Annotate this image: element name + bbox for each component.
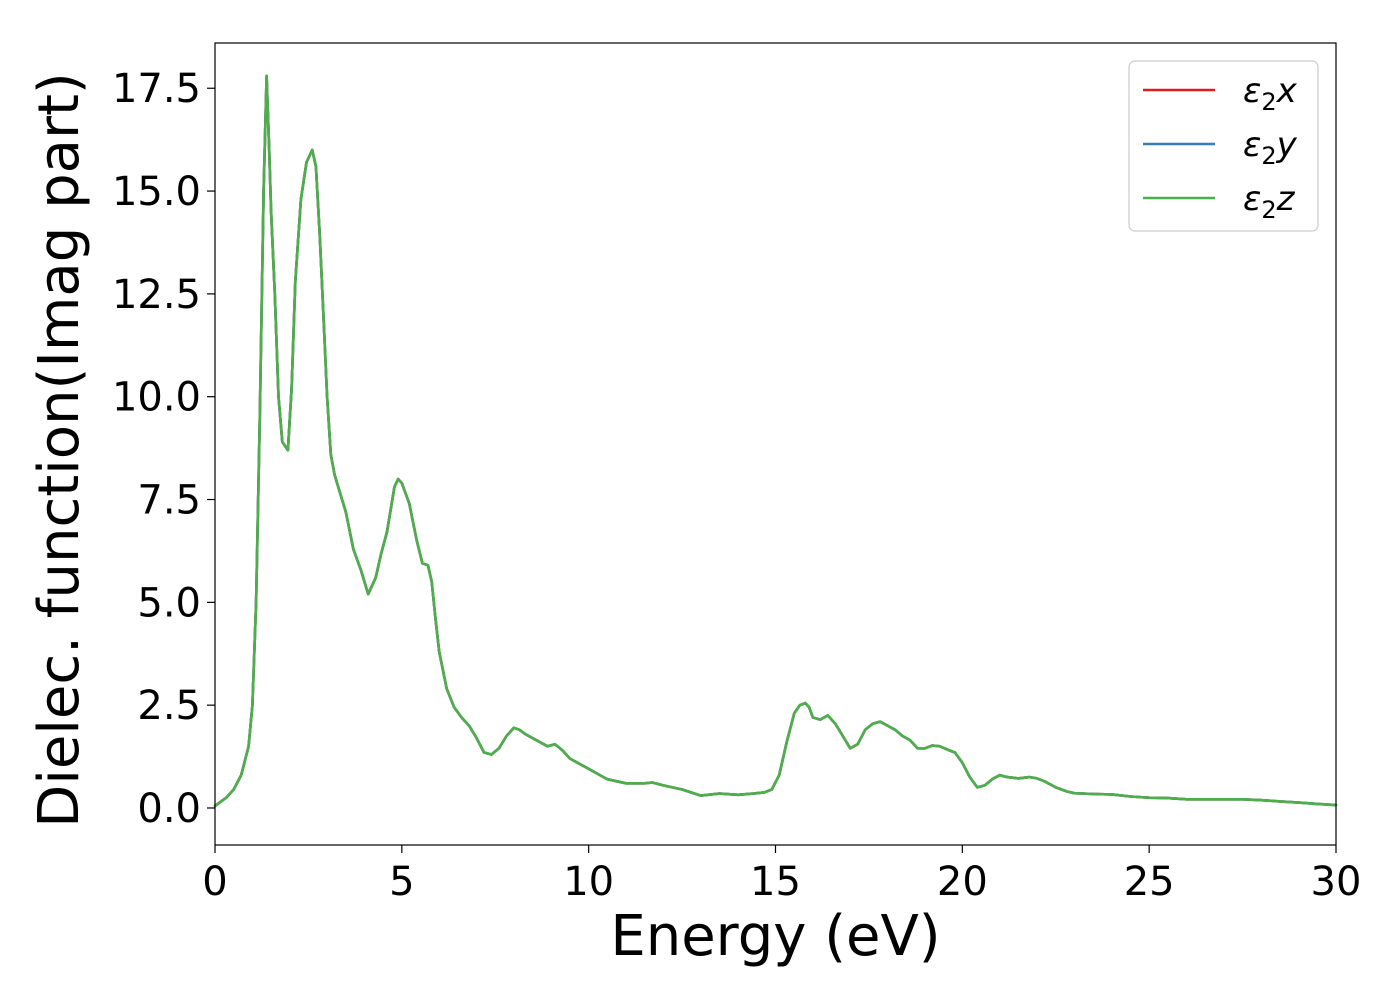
x-tick-label: 15 [750, 859, 801, 905]
y-tick-label: 15.0 [112, 169, 201, 215]
legend-label-1: ε2x [1243, 71, 1298, 116]
y-axis-label: Dielec. function(Imag part) [27, 72, 92, 828]
x-tick-label: 5 [389, 859, 414, 905]
x-tick-label: 10 [563, 859, 614, 905]
x-axis-label: Energy (eV) [610, 904, 940, 969]
x-tick-label: 30 [1311, 859, 1362, 905]
y-tick-label: 7.5 [137, 478, 201, 524]
y-tick-label: 17.5 [112, 66, 201, 112]
legend-box [1128, 60, 1319, 232]
y-tick-label: 2.5 [137, 683, 201, 729]
x-tick-label: 25 [1124, 859, 1175, 905]
y-tick-label: 5.0 [137, 580, 201, 626]
x-tick-label: 0 [202, 859, 227, 905]
y-tick-label: 12.5 [112, 272, 201, 318]
x-tick-label: 20 [937, 859, 988, 905]
legend-label-2: ε2y [1243, 125, 1298, 170]
legend: ε2x ε2y ε2z [1128, 60, 1319, 232]
legend-label-3: ε2z [1243, 179, 1296, 224]
x-axis-ticks: 0 5 10 15 20 25 30 [202, 845, 1361, 905]
y-tick-label: 10.0 [112, 375, 201, 421]
y-axis-ticks: 0.0 2.5 5.0 7.5 10.0 12.5 15.0 17.5 [112, 66, 215, 832]
series-line-3 [213, 74, 1338, 808]
y-tick-label: 0.0 [137, 786, 201, 832]
